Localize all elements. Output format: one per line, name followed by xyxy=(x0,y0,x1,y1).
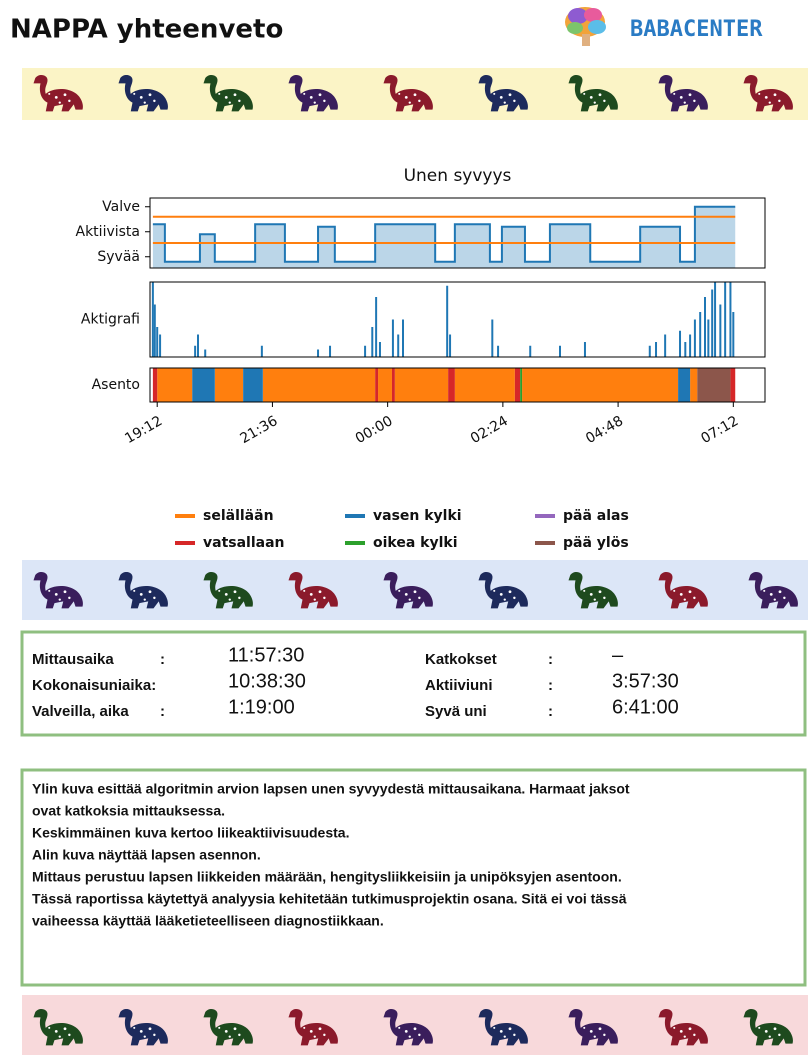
info-label: Valveilla, aika xyxy=(32,703,129,720)
info-separator: : xyxy=(548,703,553,720)
dino-banner xyxy=(22,560,808,620)
x-tick-label: 19:12 xyxy=(122,413,165,447)
description-line: Mittaus perustuu lapsen liikkeiden määrä… xyxy=(32,869,622,885)
info-separator: : xyxy=(548,677,553,694)
info-label: Aktiiviuni xyxy=(425,677,493,694)
description-line: Keskimmäinen kuva kertoo liikeaktiivisuu… xyxy=(32,825,349,841)
position-segment xyxy=(455,368,515,402)
chart-title: Unen syvyys xyxy=(404,166,512,186)
legend-label: vatsallaan xyxy=(203,535,285,551)
position-segment xyxy=(215,368,243,402)
position-segment xyxy=(243,368,263,402)
description-line: Ylin kuva esittää algoritmin arvion laps… xyxy=(32,781,630,797)
y-axis-label: Aktigrafi xyxy=(81,312,140,328)
description-line: Alin kuva näyttää lapsen asennon. xyxy=(32,847,261,863)
info-value: – xyxy=(612,644,624,666)
info-separator: : xyxy=(160,651,165,668)
info-separator: : xyxy=(160,703,165,720)
position-segment xyxy=(448,368,455,402)
position-segment xyxy=(395,368,448,402)
y-tick-label: Valve xyxy=(102,199,140,215)
position-segment xyxy=(157,368,192,402)
logo: BABACENTER xyxy=(565,7,763,46)
x-tick-label: 00:00 xyxy=(353,413,396,447)
plot-frame xyxy=(150,282,765,357)
position-segment xyxy=(192,368,215,402)
y-tick-label: Aktiivista xyxy=(76,224,141,240)
position-segment xyxy=(392,368,395,402)
position-segment xyxy=(730,368,735,402)
info-label: Mittausaika xyxy=(32,651,114,668)
position-segment xyxy=(697,368,730,402)
dino-banner xyxy=(22,995,808,1055)
description-line: Tässä raportissa käytettyä analyysia keh… xyxy=(32,891,627,907)
info-separator: : xyxy=(548,651,553,668)
position-segment xyxy=(690,368,697,402)
position-segment xyxy=(522,368,678,402)
info-label: Kokonaisuniaika: xyxy=(32,677,156,694)
y-tick-label: Syvää xyxy=(97,249,140,265)
logo-text: BABACENTER xyxy=(630,17,763,42)
description-line: ovat katkoksia mittauksessa. xyxy=(32,803,225,819)
legend-label: vasen kylki xyxy=(373,508,462,524)
report-page: NAPPA yhteenveto BABACENTER Unen syvyys V… xyxy=(0,0,808,1055)
legend-label: pää alas xyxy=(563,508,629,524)
description-line: vaiheessa käyttää lääketieteelliseen dia… xyxy=(32,913,384,929)
info-label: Katkokset xyxy=(425,651,497,668)
legend-label: selällään xyxy=(203,508,274,524)
info-value: 6:41:00 xyxy=(612,696,679,718)
position-segment xyxy=(520,368,522,402)
info-value: 1:19:00 xyxy=(228,696,295,718)
y-axis-label: Asento xyxy=(92,377,140,393)
position-segment xyxy=(375,368,378,402)
info-value: 11:57:30 xyxy=(228,644,304,666)
info-value: 10:38:30 xyxy=(228,670,306,692)
legend-label: pää ylös xyxy=(563,535,629,551)
position-segment xyxy=(378,368,392,402)
x-tick-label: 07:12 xyxy=(698,413,741,447)
position-segment xyxy=(263,368,375,402)
dino-banner xyxy=(22,68,808,120)
info-value: 3:57:30 xyxy=(612,670,679,692)
info-label: Syvä uni xyxy=(425,703,487,720)
x-tick-label: 21:36 xyxy=(237,413,280,447)
position-segment xyxy=(678,368,690,402)
legend-label: oikea kylki xyxy=(373,535,458,551)
position-segment xyxy=(153,368,157,402)
page-title: NAPPA yhteenveto xyxy=(10,15,283,45)
position-segment xyxy=(515,368,520,402)
x-tick-label: 04:48 xyxy=(583,413,626,447)
x-tick-label: 02:24 xyxy=(468,413,511,447)
